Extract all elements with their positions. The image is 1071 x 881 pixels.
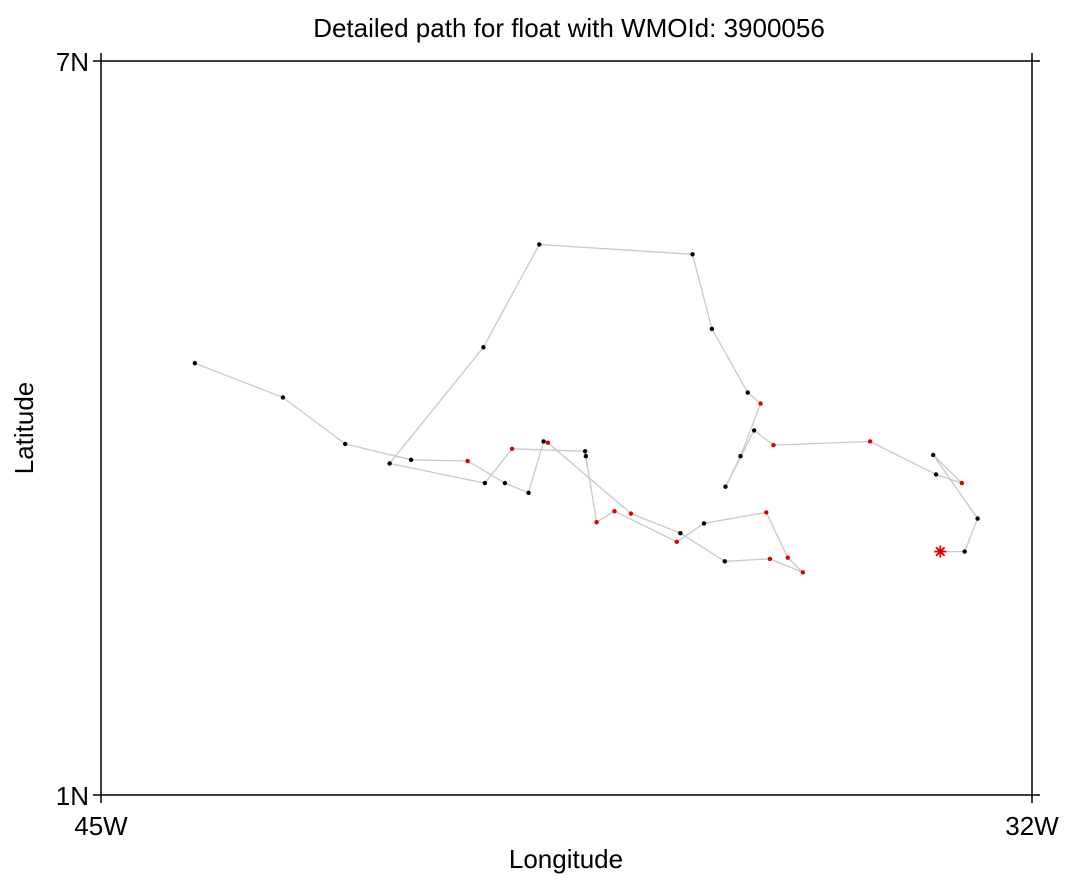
axis-tick-labels: 45W 32W 1N 7N	[56, 47, 1059, 841]
axis-ticks	[93, 53, 1040, 803]
float-position-point	[764, 510, 769, 515]
float-position-point	[771, 442, 776, 448]
float-position-point	[745, 390, 750, 395]
plot-frame	[100, 60, 1033, 796]
float-position-point	[582, 449, 588, 454]
float-position-point	[701, 521, 707, 526]
float-position-point	[962, 549, 967, 554]
float-position-point	[387, 461, 392, 466]
float-position-point	[192, 360, 198, 366]
float-position-point	[343, 441, 348, 447]
y-axis-title: Latitude	[9, 382, 39, 475]
float-position-point	[526, 490, 531, 496]
float-position-point	[722, 559, 727, 564]
y-tick-label: 7N	[56, 47, 89, 77]
float-track-line	[194, 243, 979, 574]
float-position-point	[537, 242, 542, 247]
float-position-point	[583, 453, 589, 459]
float-position-point	[758, 401, 763, 406]
float-position-point	[690, 252, 695, 257]
x-tick-label: 45W	[74, 811, 128, 841]
float-position-point	[482, 480, 488, 486]
float-position-point	[709, 326, 715, 332]
float-position-point	[867, 439, 873, 444]
float-position-point	[280, 395, 286, 400]
float-position-point	[678, 531, 683, 536]
float-position-point	[800, 570, 806, 575]
float-position-point	[541, 439, 546, 444]
float-position-point	[751, 428, 757, 433]
float-position-point	[502, 480, 508, 486]
current-position-star-stroke	[935, 546, 946, 557]
float-position-point	[674, 539, 679, 544]
float-positions	[192, 242, 980, 575]
float-position-point	[628, 511, 634, 516]
float-position-point	[509, 446, 515, 451]
float-position-point	[785, 555, 790, 560]
y-tick-label: 1N	[56, 781, 89, 811]
float-position-point	[959, 480, 965, 486]
float-position-point	[408, 457, 414, 463]
float-position-point	[738, 453, 743, 459]
float-position-point	[594, 519, 599, 525]
float-position-point	[723, 484, 728, 489]
float-position-point	[481, 345, 486, 350]
float-position-point	[933, 472, 939, 477]
float-position-point	[612, 508, 617, 514]
current-position-marker	[934, 545, 947, 558]
float-position-point	[930, 452, 936, 458]
chart-title: Detailed path for float with WMOId: 3900…	[313, 13, 825, 43]
float-position-point	[975, 516, 980, 521]
x-tick-label: 32W	[1005, 811, 1059, 841]
float-position-point	[545, 440, 551, 445]
float-position-point	[465, 458, 470, 464]
float-position-point	[767, 556, 773, 562]
x-axis-title: Longitude	[509, 844, 623, 874]
